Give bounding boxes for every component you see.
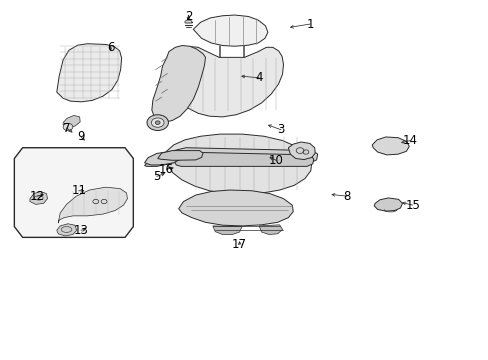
Polygon shape — [288, 142, 315, 159]
Polygon shape — [178, 190, 293, 226]
Polygon shape — [165, 134, 311, 194]
Polygon shape — [165, 148, 317, 163]
Polygon shape — [173, 152, 313, 166]
Text: 5: 5 — [153, 170, 160, 183]
Polygon shape — [57, 44, 122, 102]
Polygon shape — [371, 137, 408, 155]
Polygon shape — [373, 198, 402, 211]
Text: 10: 10 — [268, 154, 283, 167]
Polygon shape — [152, 45, 205, 122]
Polygon shape — [144, 151, 180, 165]
Text: 7: 7 — [62, 122, 70, 135]
Polygon shape — [212, 226, 242, 234]
Circle shape — [63, 123, 73, 131]
Text: 13: 13 — [74, 224, 88, 237]
Text: 17: 17 — [232, 238, 246, 251]
Polygon shape — [58, 187, 127, 223]
Circle shape — [151, 118, 163, 127]
Polygon shape — [184, 20, 191, 23]
Text: 6: 6 — [106, 41, 114, 54]
Text: 16: 16 — [159, 163, 174, 176]
Polygon shape — [14, 148, 133, 237]
Polygon shape — [259, 225, 282, 234]
Text: 14: 14 — [402, 134, 417, 147]
Text: 11: 11 — [71, 184, 86, 197]
Polygon shape — [30, 192, 47, 204]
Text: 4: 4 — [255, 71, 263, 84]
Text: 3: 3 — [277, 123, 284, 136]
Circle shape — [147, 115, 168, 131]
Circle shape — [155, 121, 160, 125]
Polygon shape — [169, 46, 283, 117]
Polygon shape — [158, 150, 203, 160]
Polygon shape — [144, 151, 183, 166]
Polygon shape — [193, 15, 267, 46]
Text: 9: 9 — [77, 130, 85, 144]
Polygon shape — [63, 116, 80, 127]
Text: 8: 8 — [343, 190, 350, 203]
Text: 15: 15 — [405, 199, 419, 212]
Text: 12: 12 — [30, 190, 45, 203]
Text: 2: 2 — [184, 10, 192, 23]
Text: 1: 1 — [306, 18, 313, 31]
Polygon shape — [57, 224, 77, 236]
